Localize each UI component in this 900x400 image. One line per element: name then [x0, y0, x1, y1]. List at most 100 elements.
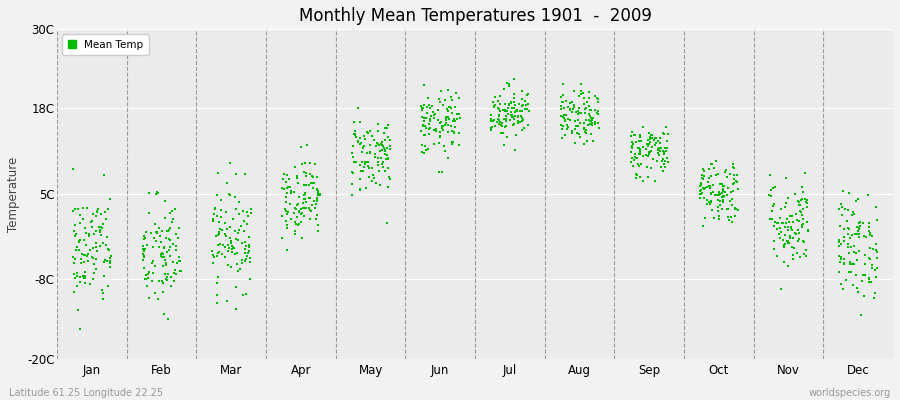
Point: [790, 227, 805, 233]
Point: [207, 254, 221, 260]
Point: [136, 246, 150, 252]
Point: [103, 259, 117, 266]
Point: [846, 261, 860, 267]
Point: [580, 122, 595, 129]
Point: [220, 180, 234, 186]
Point: [357, 159, 372, 166]
Point: [790, 217, 805, 224]
Point: [704, 191, 718, 198]
Point: [219, 209, 233, 215]
Point: [648, 142, 662, 148]
Point: [838, 206, 852, 212]
Legend: Mean Temp: Mean Temp: [62, 34, 148, 55]
Point: [563, 100, 578, 106]
Point: [441, 129, 455, 136]
Point: [705, 207, 719, 214]
Point: [433, 134, 447, 140]
Point: [71, 239, 86, 246]
Point: [162, 253, 176, 259]
Point: [644, 132, 658, 138]
Point: [704, 161, 718, 168]
Point: [139, 235, 153, 241]
Point: [625, 143, 639, 150]
Point: [836, 256, 850, 262]
Point: [71, 306, 86, 313]
Point: [418, 125, 433, 131]
Point: [516, 102, 530, 108]
Point: [219, 208, 233, 215]
Point: [438, 113, 453, 120]
Point: [588, 121, 602, 127]
Point: [68, 206, 82, 212]
Point: [226, 216, 240, 223]
Point: [209, 233, 223, 239]
Point: [228, 228, 242, 234]
Point: [627, 157, 642, 163]
Point: [453, 115, 467, 121]
Point: [356, 149, 370, 155]
Point: [70, 272, 85, 279]
Point: [590, 107, 605, 114]
Point: [302, 215, 317, 222]
Point: [93, 228, 107, 235]
Point: [68, 275, 82, 281]
Point: [849, 250, 863, 256]
Point: [717, 169, 732, 175]
Point: [639, 146, 653, 153]
Point: [346, 131, 361, 138]
Point: [501, 104, 516, 111]
Point: [496, 130, 510, 136]
Point: [773, 286, 788, 292]
Point: [792, 230, 806, 236]
Point: [162, 244, 176, 250]
Point: [572, 105, 586, 112]
Point: [153, 250, 167, 257]
Point: [97, 257, 112, 264]
Point: [846, 208, 860, 215]
Point: [78, 252, 93, 258]
Point: [709, 192, 724, 198]
Point: [349, 159, 364, 165]
Point: [238, 291, 253, 298]
Point: [567, 88, 581, 94]
Point: [492, 116, 507, 123]
Point: [414, 103, 428, 109]
Point: [298, 191, 312, 198]
Point: [569, 108, 583, 115]
Point: [570, 130, 584, 136]
Point: [235, 256, 249, 263]
Point: [76, 273, 90, 279]
Point: [310, 197, 324, 203]
Point: [498, 108, 512, 114]
Point: [784, 223, 798, 230]
Point: [169, 231, 184, 238]
Point: [793, 254, 807, 260]
Point: [493, 93, 508, 100]
Point: [558, 116, 572, 123]
Point: [97, 259, 112, 266]
Point: [864, 265, 878, 271]
Point: [853, 219, 868, 226]
Text: Latitude 61.25 Longitude 22.25: Latitude 61.25 Longitude 22.25: [9, 388, 163, 398]
Point: [500, 111, 515, 117]
Point: [581, 88, 596, 95]
Point: [448, 90, 463, 96]
Point: [280, 211, 294, 217]
Point: [218, 231, 232, 238]
Point: [433, 128, 447, 135]
Point: [432, 96, 446, 102]
Point: [513, 107, 527, 114]
Point: [423, 105, 437, 112]
Point: [238, 243, 253, 249]
Point: [509, 108, 524, 114]
Point: [418, 123, 432, 129]
Point: [863, 232, 878, 238]
Point: [865, 232, 879, 239]
Point: [418, 132, 433, 138]
Point: [356, 143, 371, 149]
Point: [641, 141, 655, 147]
Point: [210, 292, 224, 298]
Point: [848, 230, 862, 237]
Point: [146, 270, 160, 276]
Point: [768, 183, 782, 190]
